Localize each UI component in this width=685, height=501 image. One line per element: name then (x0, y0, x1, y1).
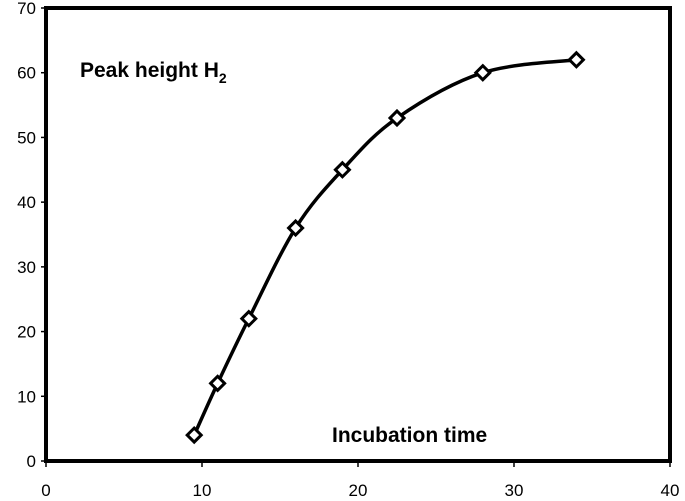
data-point-marker (567, 50, 586, 69)
y-tick-label: 60 (17, 64, 36, 83)
y-tick-label: 0 (27, 452, 36, 471)
series-label-subscript: 2 (219, 70, 227, 86)
xlabel-inside: Incubation time (332, 424, 487, 447)
y-axis-ticks: 0 10 20 30 40 50 60 70 (17, 0, 46, 471)
series-label-main: Peak height H (80, 59, 219, 82)
data-point-marker (286, 218, 305, 238)
data-point-marker (208, 374, 227, 393)
x-tick-label: 10 (193, 481, 212, 500)
data-point-marker (185, 425, 204, 445)
x-tick-label: 20 (349, 481, 368, 500)
x-tick-label: 40 (661, 481, 680, 500)
data-point-marker (387, 108, 407, 128)
series-label: Peak height H2 (80, 59, 227, 86)
x-tick-label: 0 (41, 481, 50, 500)
data-point-marker (239, 309, 258, 328)
series-line (192, 58, 577, 436)
y-tick-label: 20 (17, 323, 36, 342)
data-point-marker (473, 63, 492, 82)
y-tick-label: 30 (17, 258, 36, 277)
x-tick-label: 30 (505, 481, 524, 500)
y-tick-label: 50 (17, 128, 36, 147)
data-point-marker (333, 160, 352, 179)
y-tick-label: 40 (17, 193, 36, 212)
y-tick-label: 70 (17, 0, 36, 18)
series-markers (185, 50, 586, 445)
x-axis-ticks: 0 10 20 30 40 (41, 461, 679, 500)
y-tick-label: 10 (17, 387, 36, 406)
